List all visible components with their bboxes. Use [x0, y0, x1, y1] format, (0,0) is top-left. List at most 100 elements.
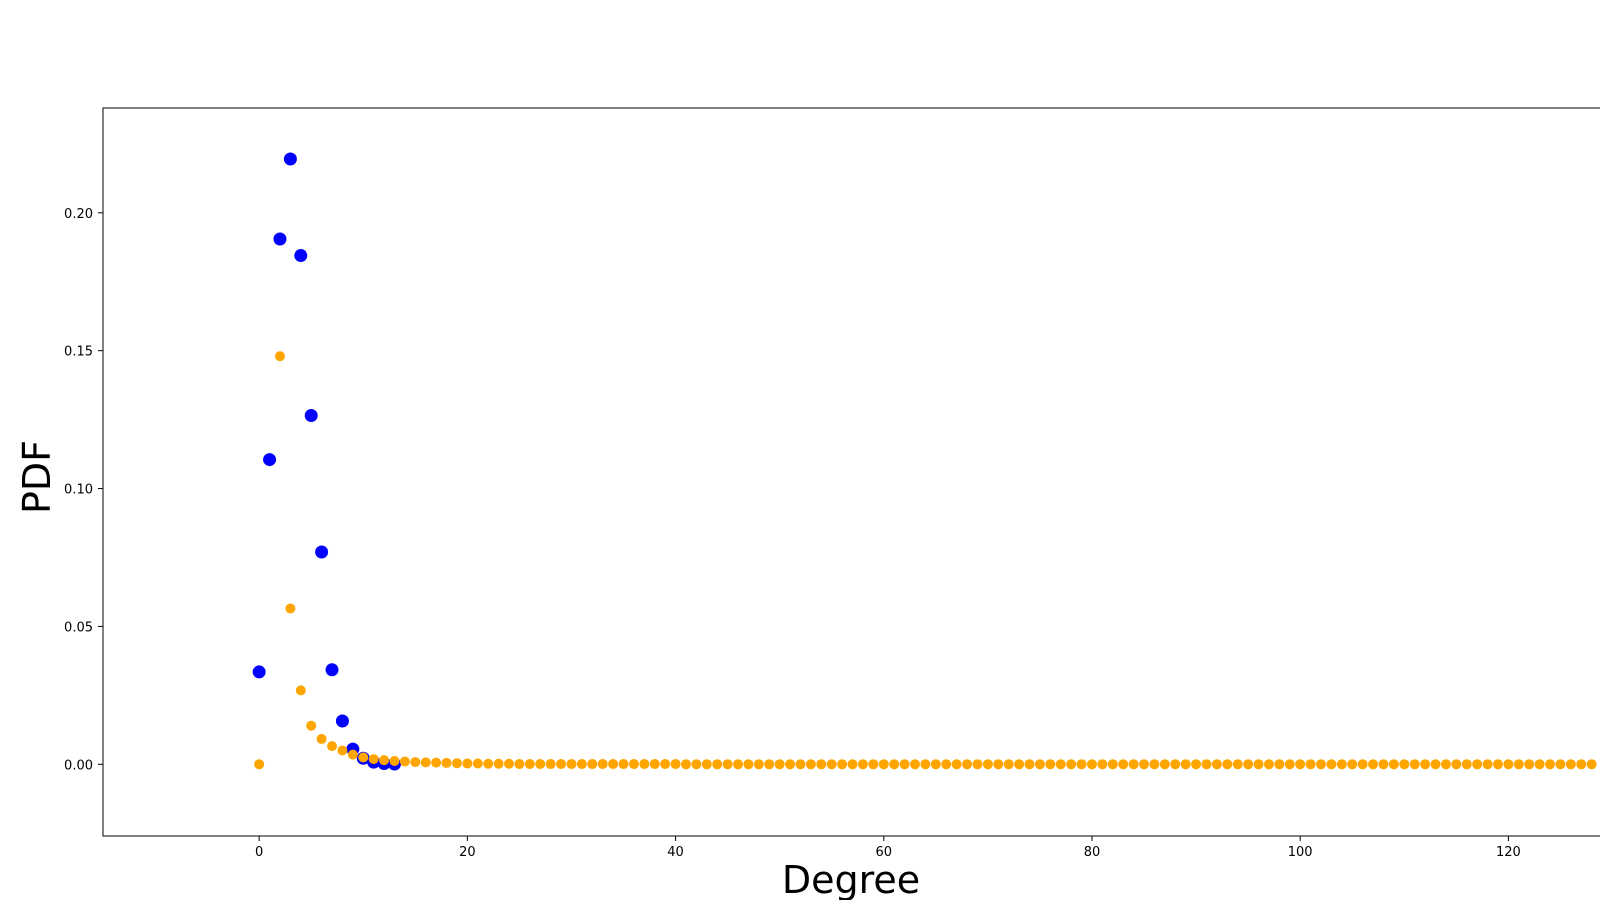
series-2-point [1232, 759, 1243, 770]
series-2-point [1024, 759, 1035, 770]
series-2-point [285, 603, 296, 614]
series-2-point [368, 754, 379, 765]
series-2-point [764, 759, 775, 770]
series-1-point [263, 453, 277, 467]
series-2-point [1586, 759, 1597, 770]
series-2-point [1316, 759, 1327, 770]
series-2-point [878, 759, 889, 770]
series-2-point [1347, 759, 1358, 770]
x-tick-label: 60 [875, 845, 892, 860]
series-2-point [1253, 759, 1264, 770]
series-2-point [982, 759, 993, 770]
series-2-point [1274, 759, 1285, 770]
series-2-point [462, 758, 473, 769]
x-axis-title: Degree [782, 858, 920, 900]
series-1-point [252, 665, 266, 679]
data-points [252, 152, 1597, 771]
series-2-point [1409, 759, 1420, 770]
series-2-point [712, 759, 723, 770]
series-2-point [1576, 759, 1587, 770]
y-tick-label: 0.20 [64, 207, 93, 222]
series-2-point [576, 759, 587, 770]
series-2-point [504, 758, 515, 769]
series-2-point [1201, 759, 1212, 770]
series-2-point [1555, 759, 1566, 770]
series-2-point [389, 755, 400, 766]
series-2-point [1211, 759, 1222, 770]
series-2-point [295, 685, 306, 696]
series-2-point [899, 759, 910, 770]
series-2-point [1222, 759, 1233, 770]
series-2-point [1336, 759, 1347, 770]
series-2-point [1295, 759, 1306, 770]
series-1-point [294, 249, 308, 263]
series-2-point [1378, 759, 1389, 770]
series-2-point [1565, 759, 1576, 770]
series-2-point [1284, 759, 1295, 770]
series-2-point [1513, 759, 1524, 770]
series-2-point [847, 759, 858, 770]
series-2-point [1524, 759, 1535, 770]
series-2-point [399, 756, 410, 767]
series-2-point [1326, 759, 1337, 770]
y-tick-label: 0.05 [64, 620, 93, 635]
series-2-point [795, 759, 806, 770]
series-2-point [1159, 759, 1170, 770]
series-2-point [1180, 759, 1191, 770]
series-2-point [857, 759, 868, 770]
series-2-point [1045, 759, 1056, 770]
series-2-point [1003, 759, 1014, 770]
series-2-point [254, 759, 265, 770]
series-2-point [733, 759, 744, 770]
plot-background [103, 108, 1600, 836]
series-2-point [410, 757, 421, 768]
series-2-point [274, 351, 285, 362]
series-2-point [451, 758, 462, 769]
series-2-point [701, 759, 712, 770]
series-2-point [1118, 759, 1129, 770]
series-2-point [1399, 759, 1410, 770]
series-2-point [785, 759, 796, 770]
series-2-point [472, 758, 483, 769]
x-tick-label: 100 [1288, 845, 1313, 860]
series-2-point [1170, 759, 1181, 770]
series-2-point [1107, 759, 1118, 770]
x-tick-label: 40 [667, 845, 684, 860]
series-2-point [743, 759, 754, 770]
series-2-point [660, 759, 671, 770]
series-1-point [315, 545, 329, 559]
series-2-point [670, 759, 681, 770]
series-2-point [524, 759, 535, 770]
series-2-point [628, 759, 639, 770]
series-2-point [1451, 759, 1462, 770]
series-2-point [920, 759, 931, 770]
series-2-point [1503, 759, 1514, 770]
series-2-point [941, 759, 952, 770]
series-2-point [1534, 759, 1545, 770]
series-2-point [951, 759, 962, 770]
series-2-point [1472, 759, 1483, 770]
series-2-point [1066, 759, 1077, 770]
y-tick-label: 0.00 [64, 758, 93, 773]
series-2-point [680, 759, 691, 770]
series-1-point [325, 663, 339, 677]
series-2-point [608, 759, 619, 770]
series-2-point [972, 759, 983, 770]
series-1-point [335, 714, 349, 728]
series-2-point [649, 759, 660, 770]
series-2-point [1034, 759, 1045, 770]
series-2-point [889, 759, 900, 770]
series-2-point [774, 759, 785, 770]
y-axis-ticks: 0.00 0.05 0.10 0.15 0.20 [64, 207, 103, 773]
series-2-point [1128, 759, 1139, 770]
series-2-point [1420, 759, 1431, 770]
series-2-point [358, 752, 369, 763]
series-2-point [1430, 759, 1441, 770]
series-2-point [535, 759, 546, 770]
series-2-point [1440, 759, 1451, 770]
series-2-point [545, 759, 556, 770]
x-tick-label: 120 [1496, 845, 1521, 860]
series-2-point [805, 759, 816, 770]
series-2-point [1014, 759, 1025, 770]
